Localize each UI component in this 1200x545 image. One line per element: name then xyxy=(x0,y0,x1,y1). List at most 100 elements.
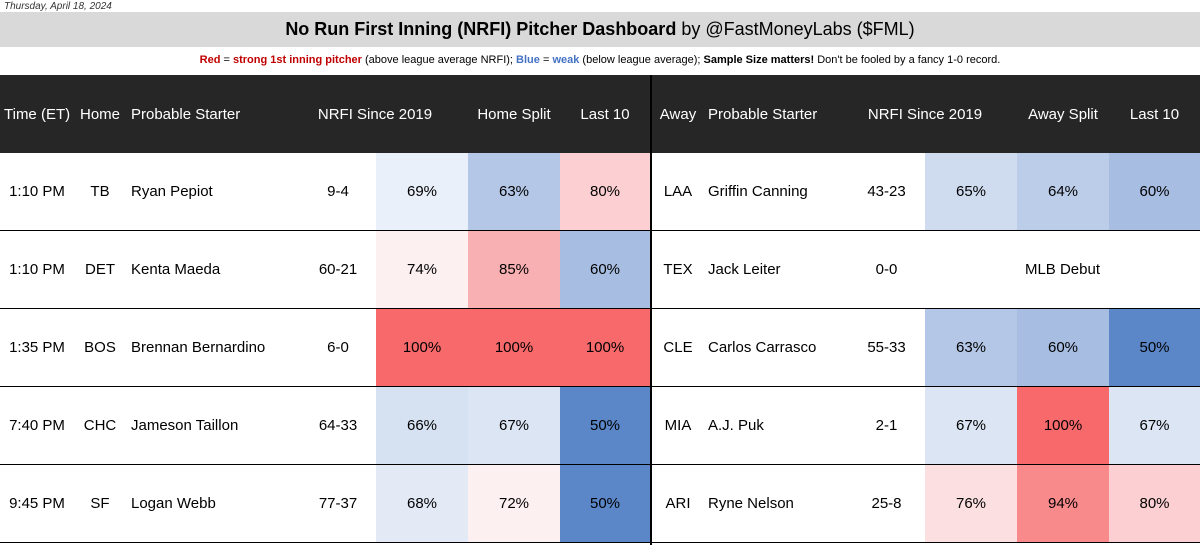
home-away-divider xyxy=(650,75,652,545)
away-team: MIA xyxy=(664,417,692,434)
game-time: 9:45 PM xyxy=(9,495,65,512)
home-team: BOS xyxy=(84,339,116,356)
away-starter: Carlos Carrasco xyxy=(708,339,817,356)
away-split-pct xyxy=(1017,231,1109,308)
home-split-pct: 67% xyxy=(468,387,560,464)
away-last10-pct: 50% xyxy=(1109,309,1200,386)
home-starter: Logan Webb xyxy=(131,495,216,512)
header-away-last10: Last 10 xyxy=(1129,105,1180,123)
away-nrfi-record: 55-33 xyxy=(867,339,906,356)
legend-blue-weak: weak xyxy=(552,54,580,66)
game-time: 1:10 PM xyxy=(9,183,65,200)
away-team: ARI xyxy=(665,495,691,512)
away-team: TEX xyxy=(663,261,693,278)
home-last10-pct: 60% xyxy=(560,231,650,308)
table-header: Time (ET) Home Probable Starter NRFI Sin… xyxy=(0,75,1200,153)
legend-sample-note: Don't be fooled by a fancy 1-0 record. xyxy=(814,54,1001,66)
header-time: Time (ET) xyxy=(4,105,71,123)
away-split-pct: 60% xyxy=(1017,309,1109,386)
header-home-starter: Probable Starter xyxy=(131,105,241,123)
home-nrfi-pct: 69% xyxy=(376,153,468,230)
home-last10-pct: 100% xyxy=(560,309,650,386)
table-row: 7:40 PM CHC Jameson Taillon 64-33 66% 67… xyxy=(0,387,1200,465)
away-split-pct: 100% xyxy=(1017,387,1109,464)
legend-blue-word: Blue xyxy=(516,54,540,66)
header-away-nrfi: NRFI Since 2019 xyxy=(867,105,983,123)
away-last10-pct: 60% xyxy=(1109,153,1200,230)
away-nrfi-pct: 76% xyxy=(925,465,1017,542)
home-nrfi-pct: 74% xyxy=(376,231,468,308)
away-team: CLE xyxy=(663,339,693,356)
home-split-pct: 85% xyxy=(468,231,560,308)
legend-red-eq: = xyxy=(220,54,233,66)
color-legend: Red = strong 1st inning pitcher (above l… xyxy=(0,52,1200,68)
away-nrfi-record: 25-8 xyxy=(871,495,902,512)
home-nrfi-record: 6-0 xyxy=(327,339,349,356)
away-starter: Jack Leiter xyxy=(708,261,781,278)
home-last10-pct: 50% xyxy=(560,465,650,542)
table-row: 1:10 PM DET Kenta Maeda 60-21 74% 85% 60… xyxy=(0,231,1200,309)
dashboard-date: Thursday, April 18, 2024 xyxy=(4,1,112,12)
header-home: Home xyxy=(79,105,120,123)
home-split-pct: 100% xyxy=(468,309,560,386)
home-last10-pct: 80% xyxy=(560,153,650,230)
home-nrfi-record: 9-4 xyxy=(327,183,349,200)
title-byline: by @FastMoneyLabs ($FML) xyxy=(676,19,915,39)
away-team: LAA xyxy=(663,183,693,200)
home-team: CHC xyxy=(83,417,117,434)
home-last10-pct: 50% xyxy=(560,387,650,464)
away-last10-pct: 67% xyxy=(1109,387,1200,464)
away-nrfi-record: 2-1 xyxy=(875,417,898,434)
away-nrfi-pct xyxy=(925,231,1017,308)
page-title: No Run First Inning (NRFI) Pitcher Dashb… xyxy=(0,12,1200,47)
home-nrfi-record: 64-33 xyxy=(318,417,358,434)
header-home-last10: Last 10 xyxy=(580,105,630,123)
away-starter: Griffin Canning xyxy=(708,183,808,200)
home-split-pct: 72% xyxy=(468,465,560,542)
home-starter: Jameson Taillon xyxy=(131,417,239,434)
home-nrfi-pct: 100% xyxy=(376,309,468,386)
home-team: DET xyxy=(85,261,115,278)
away-nrfi-pct: 65% xyxy=(925,153,1017,230)
mlb-debut-note: MLB Debut xyxy=(1024,261,1101,278)
home-team: TB xyxy=(90,183,110,200)
header-home-split: Home Split xyxy=(477,105,551,123)
away-nrfi-record: 43-23 xyxy=(867,183,906,200)
legend-blue-note: (below league average); xyxy=(579,54,704,66)
home-nrfi-pct: 66% xyxy=(376,387,468,464)
header-away-split: Away Split xyxy=(1028,105,1098,123)
away-split-pct: 64% xyxy=(1017,153,1109,230)
home-nrfi-record: 60-21 xyxy=(318,261,358,278)
home-starter: Kenta Maeda xyxy=(131,261,221,278)
header-away: Away xyxy=(659,105,697,123)
game-time: 1:35 PM xyxy=(9,339,65,356)
away-last10-pct xyxy=(1109,231,1200,308)
legend-red-word: Red xyxy=(199,54,221,66)
legend-sample-bold: Sample Size matters! xyxy=(703,54,815,66)
game-time: 7:40 PM xyxy=(9,417,65,434)
home-team: SF xyxy=(90,495,110,512)
header-home-nrfi: NRFI Since 2019 xyxy=(317,105,433,123)
pitcher-table: Time (ET) Home Probable Starter NRFI Sin… xyxy=(0,75,1200,545)
away-nrfi-pct: 63% xyxy=(925,309,1017,386)
legend-red-strong: strong 1st inning pitcher xyxy=(233,54,362,66)
table-row: 1:10 PM TB Ryan Pepiot 9-4 69% 63% 80% L… xyxy=(0,153,1200,231)
away-nrfi-pct: 67% xyxy=(925,387,1017,464)
home-starter: Ryan Pepiot xyxy=(131,183,213,200)
home-starter: Brennan Bernardino xyxy=(131,339,266,356)
table-row: 9:45 PM SF Logan Webb 77-37 68% 72% 50% … xyxy=(0,465,1200,543)
header-away-starter: Probable Starter xyxy=(708,105,818,123)
legend-red-note: (above league average NRFI); xyxy=(361,54,517,66)
away-starter: Ryne Nelson xyxy=(708,495,794,512)
game-time: 1:10 PM xyxy=(9,261,65,278)
home-nrfi-record: 77-37 xyxy=(318,495,358,512)
table-row: 1:35 PM BOS Brennan Bernardino 6-0 100% … xyxy=(0,309,1200,387)
away-split-pct: 94% xyxy=(1017,465,1109,542)
away-last10-pct: 80% xyxy=(1109,465,1200,542)
legend-blue-eq: = xyxy=(539,54,553,66)
title-main: No Run First Inning (NRFI) Pitcher Dashb… xyxy=(285,19,677,39)
home-split-pct: 63% xyxy=(468,153,560,230)
away-nrfi-record: 0-0 xyxy=(875,261,898,278)
home-nrfi-pct: 68% xyxy=(376,465,468,542)
away-starter: A.J. Puk xyxy=(708,417,764,434)
